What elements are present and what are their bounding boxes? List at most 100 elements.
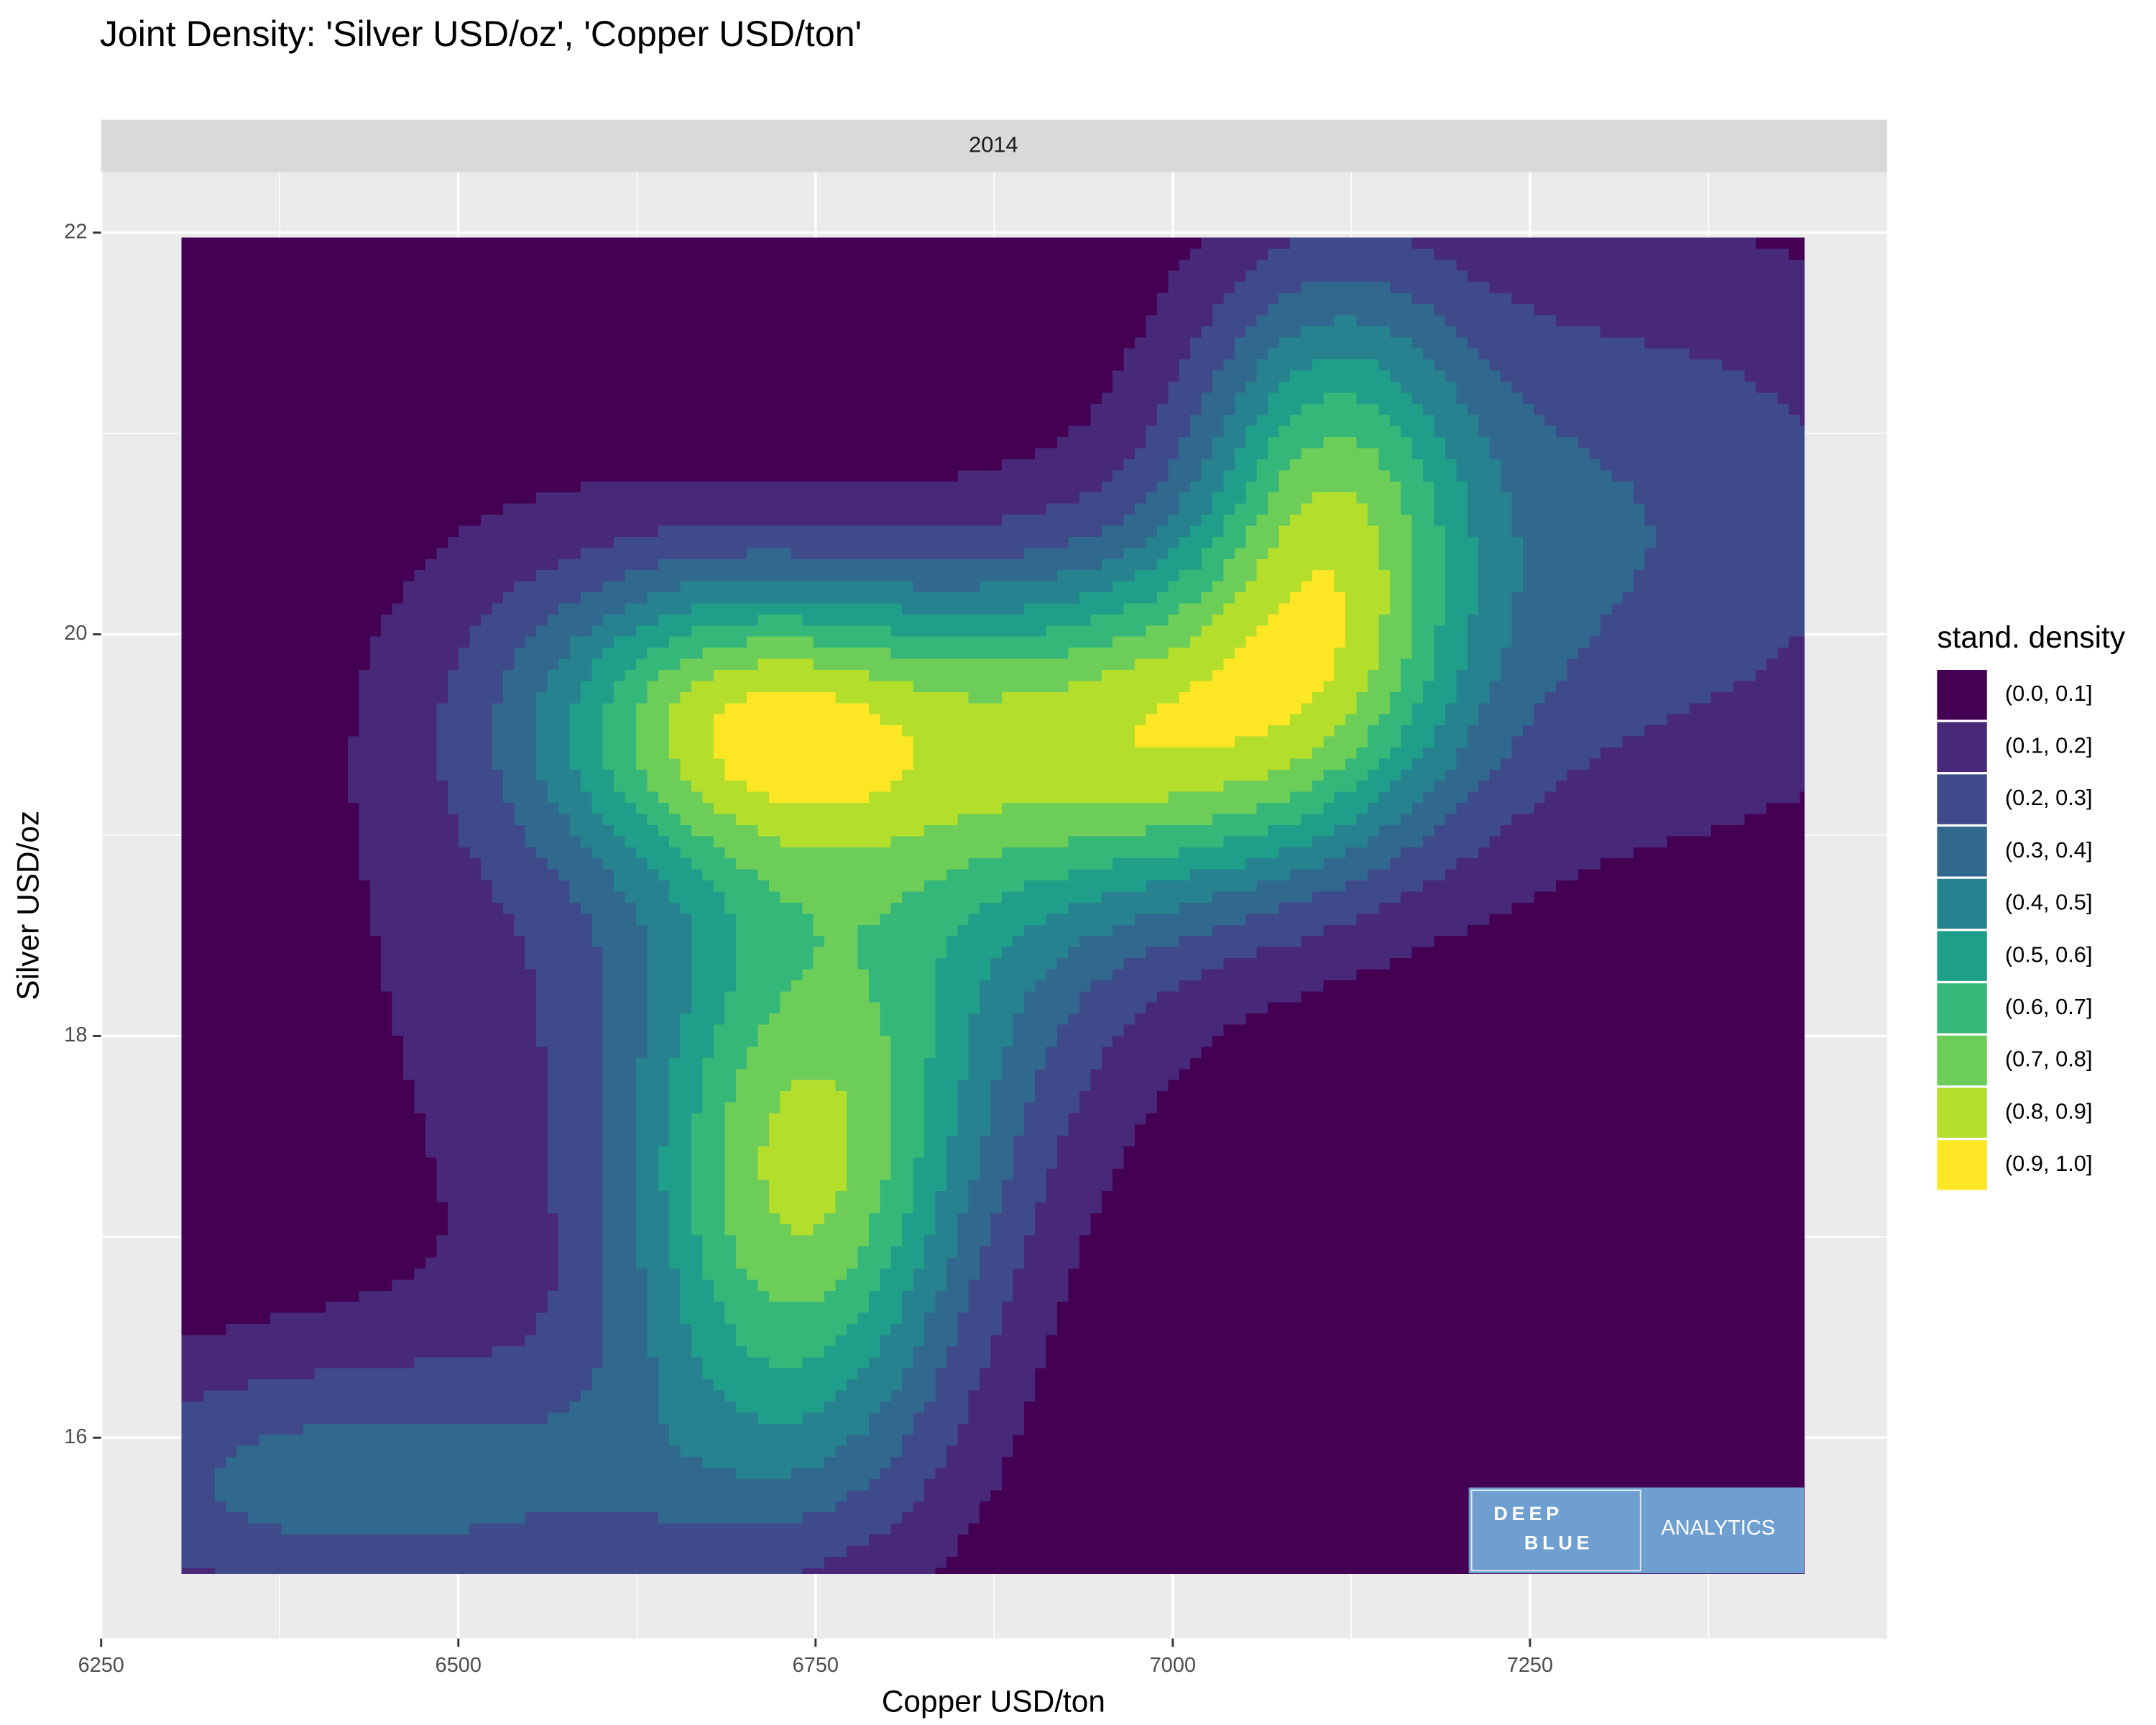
density-cell [303, 592, 315, 604]
density-cell [1024, 603, 1036, 615]
density-cell [569, 581, 581, 593]
density-cell [1135, 304, 1146, 316]
density-cell [1257, 315, 1268, 326]
density-cell [1501, 426, 1512, 438]
density-cell [1733, 559, 1745, 571]
density-cell [525, 392, 537, 404]
density-cell [326, 371, 337, 382]
density-cell [1501, 259, 1512, 271]
density-cell [1534, 470, 1545, 482]
density-cell [1257, 271, 1268, 282]
density-cell [1301, 415, 1312, 426]
density-cell [1723, 515, 1734, 526]
density-cell [747, 315, 758, 326]
density-cell [203, 515, 215, 526]
density-cell [1578, 259, 1590, 271]
density-cell [182, 515, 193, 526]
density-cell [326, 282, 337, 293]
density-cell [1645, 259, 1657, 271]
density-cell [1124, 237, 1135, 249]
density-cell [470, 304, 482, 316]
density-cell [270, 459, 282, 471]
density-cell [503, 470, 515, 482]
density-cell [1235, 482, 1246, 493]
density-cell [315, 570, 326, 581]
density-cell [248, 415, 259, 426]
density-cell [1501, 415, 1512, 426]
density-cell [1245, 570, 1257, 581]
density-cell [1434, 282, 1446, 293]
density-cell [802, 559, 814, 571]
density-cell [1323, 371, 1335, 382]
density-cell [681, 249, 692, 260]
density-cell [847, 492, 858, 504]
density-cell [581, 371, 592, 382]
density-cell [1268, 504, 1279, 515]
density-cell [703, 249, 714, 260]
density-cell [1079, 326, 1091, 338]
density-cell [658, 482, 670, 493]
density-cell [203, 482, 215, 493]
density-cell [536, 592, 548, 604]
density-cell [1368, 448, 1379, 460]
density-cell [226, 359, 237, 371]
density-cell [548, 482, 559, 493]
density-cell [1700, 492, 1712, 504]
density-cell [1223, 426, 1235, 438]
density-cell [1112, 603, 1124, 615]
density-cell [558, 315, 570, 326]
density-cell [935, 282, 946, 293]
density-cell [1556, 349, 1567, 360]
density-cell [514, 382, 525, 393]
density-cell [769, 537, 780, 548]
density-cell [1534, 237, 1545, 249]
density-cell [1046, 315, 1058, 326]
density-cell [1567, 581, 1579, 593]
density-cell [259, 592, 271, 604]
density-cell [1301, 592, 1312, 604]
density-cell [714, 548, 725, 559]
density-cell [658, 359, 670, 371]
density-cell [1212, 482, 1224, 493]
density-cell [1589, 282, 1600, 293]
density-cell [603, 349, 614, 360]
density-cell [1711, 426, 1723, 438]
density-cell [902, 504, 913, 515]
density-cell [758, 293, 770, 305]
density-cell [669, 337, 681, 349]
density-cell [1733, 470, 1745, 482]
density-cell [747, 482, 758, 493]
density-cell [1090, 249, 1102, 260]
density-cell [315, 271, 326, 282]
density-cell [315, 371, 326, 382]
density-cell [1057, 271, 1069, 282]
density-cell [647, 537, 658, 548]
density-cell [1578, 448, 1590, 460]
density-cell [1290, 359, 1302, 371]
density-cell [681, 359, 692, 371]
density-cell [791, 237, 803, 249]
density-cell [558, 293, 570, 305]
density-cell [1190, 259, 1202, 271]
density-cell [769, 326, 780, 338]
density-cell [1490, 448, 1501, 460]
density-cell [503, 570, 515, 581]
density-cell [1456, 237, 1468, 249]
density-cell [359, 504, 370, 515]
density-cell [1102, 271, 1113, 282]
density-cell [1589, 259, 1600, 271]
density-cell [1723, 304, 1734, 316]
density-cell [1623, 249, 1634, 260]
density-cell [1069, 392, 1080, 404]
density-cell [969, 537, 980, 548]
density-cell [647, 249, 658, 260]
density-cell [591, 337, 603, 349]
density-cell [669, 482, 681, 493]
density-cell [470, 282, 482, 293]
density-cell [1257, 415, 1268, 426]
density-cell [1511, 470, 1523, 482]
density-cell [902, 470, 913, 482]
density-cell [636, 392, 648, 404]
density-cell [558, 570, 570, 581]
density-cell [337, 359, 349, 371]
